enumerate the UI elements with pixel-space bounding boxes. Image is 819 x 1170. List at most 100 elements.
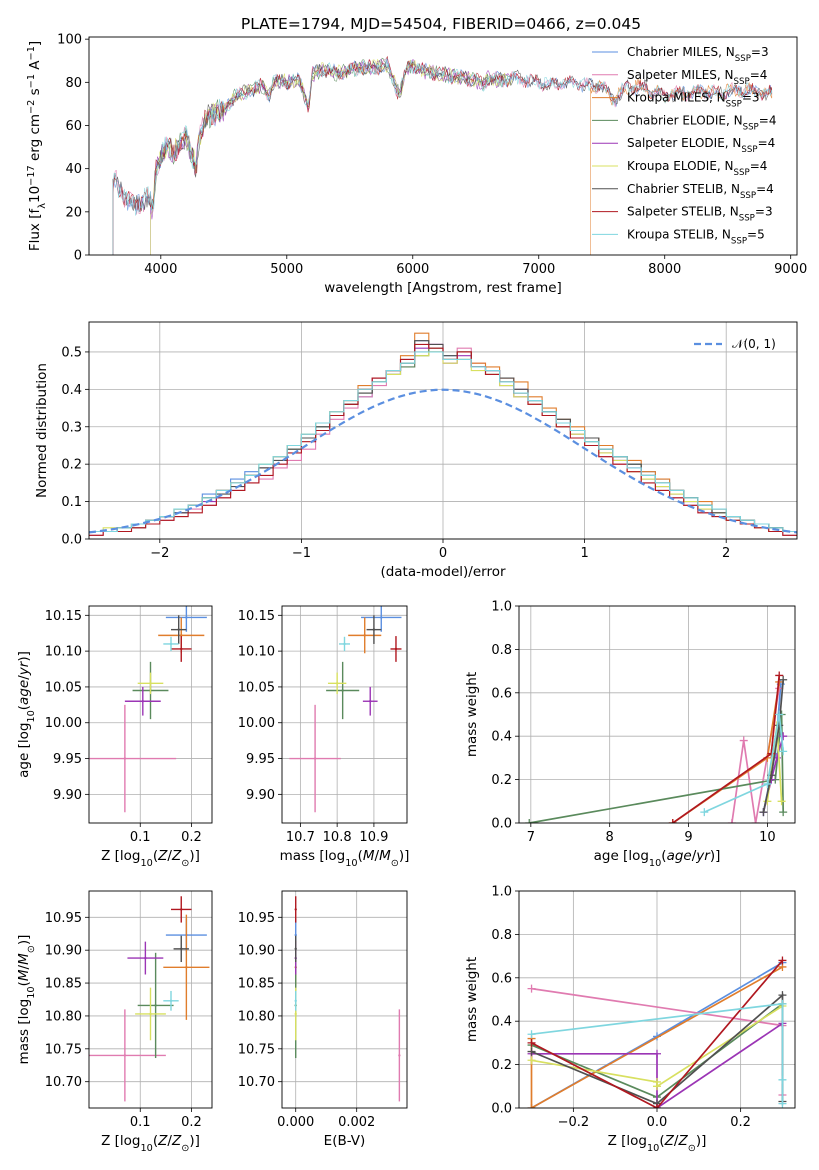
legend-label-gaussian: 𝒩(0, 1) [732, 337, 776, 351]
x-tick-label: 10 [759, 830, 776, 845]
spectrum-line-chabrier_miles [112, 57, 773, 255]
point-salpeter_elodie [144, 956, 147, 960]
point-kroupa_elodie [294, 1012, 297, 1016]
weight-marker-kroupa_stelib [700, 808, 709, 817]
x-tick-label: 0.1 [130, 830, 151, 845]
weight-marker-kroupa_stelib [763, 779, 772, 788]
y-tick-label: 60 [65, 119, 82, 134]
y-tick-label: 0.0 [61, 533, 82, 548]
legend-label-salpeter_miles: Salpeter MILES, NSSP=4 [627, 68, 767, 87]
y-tick-label: 0.2 [491, 773, 512, 788]
y-tick-label: 10.95 [238, 911, 275, 926]
weight-line-chabrier_stelib [762, 679, 785, 813]
y-tick-label: 10.10 [45, 645, 82, 660]
x-tick-label: 8 [606, 830, 614, 845]
x-tick-label: 10.9 [359, 830, 388, 845]
y-tick-label: 10.85 [45, 977, 82, 992]
y-tick-label: 1.0 [491, 600, 512, 615]
point-kroupa_elodie [149, 1012, 152, 1016]
weight-marker-kroupa_stelib [778, 1075, 787, 1084]
y-tick-label: 9.90 [53, 788, 82, 803]
point-salpeter_stelib [180, 908, 183, 911]
y-tick-label: 10.00 [45, 716, 82, 731]
point-salpeter_stelib [180, 647, 183, 651]
y-tick-label: 9.95 [53, 752, 82, 767]
plot-area [527, 956, 787, 1108]
axes-frame [518, 605, 796, 824]
x-tick-label: 4000 [144, 262, 177, 277]
panel-residuals: −2 −1 0 1 2 0.0 0.1 0.2 0.3 0.4 0.5 (data-model)/er… [34, 321, 798, 580]
point-chabrier_miles [380, 616, 383, 619]
point-chabrier_stelib [180, 947, 183, 951]
point-chabrier_stelib [372, 628, 376, 631]
weight-marker-kroupa_stelib [779, 747, 788, 756]
legend-label-chabrier_stelib: Chabrier STELIB, NSSP=4 [627, 182, 774, 201]
y-tick-label: 10.85 [238, 977, 275, 992]
point-chabrier_stelib [294, 947, 297, 951]
y-tick-label: 0.6 [491, 686, 512, 701]
y-tick-label: 80 [65, 76, 82, 91]
weight-marker-salpeter_stelib [775, 671, 784, 680]
y-tick-label: 10.90 [45, 944, 82, 959]
y-tick-label: 1.0 [491, 885, 512, 900]
x-tick-label: 7 [527, 830, 535, 845]
legend-label-kroupa_elodie: Kroupa ELODIE, NSSP=4 [627, 159, 767, 178]
weight-marker-kroupa_elodie [527, 1056, 536, 1065]
x-axis-label: wavelength [Angstrom, rest frame] [324, 280, 562, 296]
weight-marker-salpeter_elodie [779, 732, 788, 741]
spectrum-line-salpeter_stelib [112, 55, 773, 255]
point-chabrier_elodie [154, 1004, 157, 1007]
y-tick-label: 0.4 [61, 383, 82, 398]
legend-label-chabrier_elodie: Chabrier ELODIE, NSSP=4 [627, 113, 776, 132]
weight-marker-salpeter_miles [727, 819, 736, 823]
x-tick-label: 10.7 [286, 830, 315, 845]
y-tick-label: 0.4 [491, 730, 512, 745]
weight-line-kroupa_stelib [531, 1002, 784, 1104]
y-tick-label: 100 [57, 33, 82, 48]
weight-marker-salpeter_miles [739, 736, 748, 745]
plot-area [89, 332, 797, 536]
y-tick-label: 10.15 [45, 609, 82, 624]
x-tick-label: 6000 [396, 262, 429, 277]
x-tick-label: 8000 [648, 262, 681, 277]
x-tick-label: 10.8 [323, 830, 352, 845]
x-tick-label: −0.2 [558, 1115, 590, 1130]
axes-frame [518, 890, 796, 1109]
weight-marker-kroupa_elodie [777, 797, 786, 806]
y-tick-label: 10.80 [45, 1009, 82, 1024]
x-axis-label: Z [log10(Z/Z⊙)] [101, 848, 200, 869]
point-chabrier_stelib [177, 628, 180, 631]
axes-frame [281, 890, 408, 1109]
y-tick-label: 10.05 [45, 680, 82, 695]
y-tick-label: 10.90 [238, 944, 275, 959]
point-kroupa_stelib [169, 642, 173, 646]
weight-marker-salpeter_stelib [778, 956, 787, 965]
y-tick-label: 0.8 [491, 643, 512, 658]
weight-marker-kroupa_stelib [775, 710, 784, 719]
spectrum-legend: Chabrier MILES, NSSP=3 Salpeter MILES, NS… [592, 45, 776, 246]
y-axis-label: age [log10(age/yr)] [16, 651, 37, 778]
weight-marker-kroupa_stelib [778, 1099, 787, 1108]
point-salpeter_elodie [141, 700, 145, 703]
x-axis-label: Z [log10(Z/Z⊙)] [101, 1133, 200, 1154]
x-tick-label: 9 [684, 830, 692, 845]
point-salpeter_elodie [369, 700, 372, 703]
y-tick-label: 0.0 [491, 1102, 512, 1117]
point-salpeter_stelib [294, 908, 297, 911]
point-chabrier_miles [294, 933, 297, 937]
weight-marker-kroupa_elodie [763, 797, 772, 806]
x-axis-label: mass [log10(M/M⊙)] [280, 848, 410, 869]
y-tick-label: 0.6 [491, 971, 512, 986]
legend-label-kroupa_stelib: Kroupa STELIB, NSSP=5 [627, 227, 765, 246]
spectrum-line-chabrier_elodie [150, 57, 513, 255]
panel-mass_vs_Z: 0.1 0.2 10.70 10.75 10.80 10.85 10.90 10.95 Z [l… [16, 890, 213, 1154]
plot-area [89, 606, 207, 813]
axes-frame [88, 321, 798, 540]
x-tick-label: 0.2 [181, 830, 202, 845]
y-tick-label: 40 [65, 162, 82, 177]
y-tick-label: 0.4 [491, 1015, 512, 1030]
y-tick-label: 10.70 [45, 1075, 82, 1090]
x-tick-label: 0.2 [730, 1115, 751, 1130]
weight-marker-salpeter_miles [527, 984, 536, 993]
